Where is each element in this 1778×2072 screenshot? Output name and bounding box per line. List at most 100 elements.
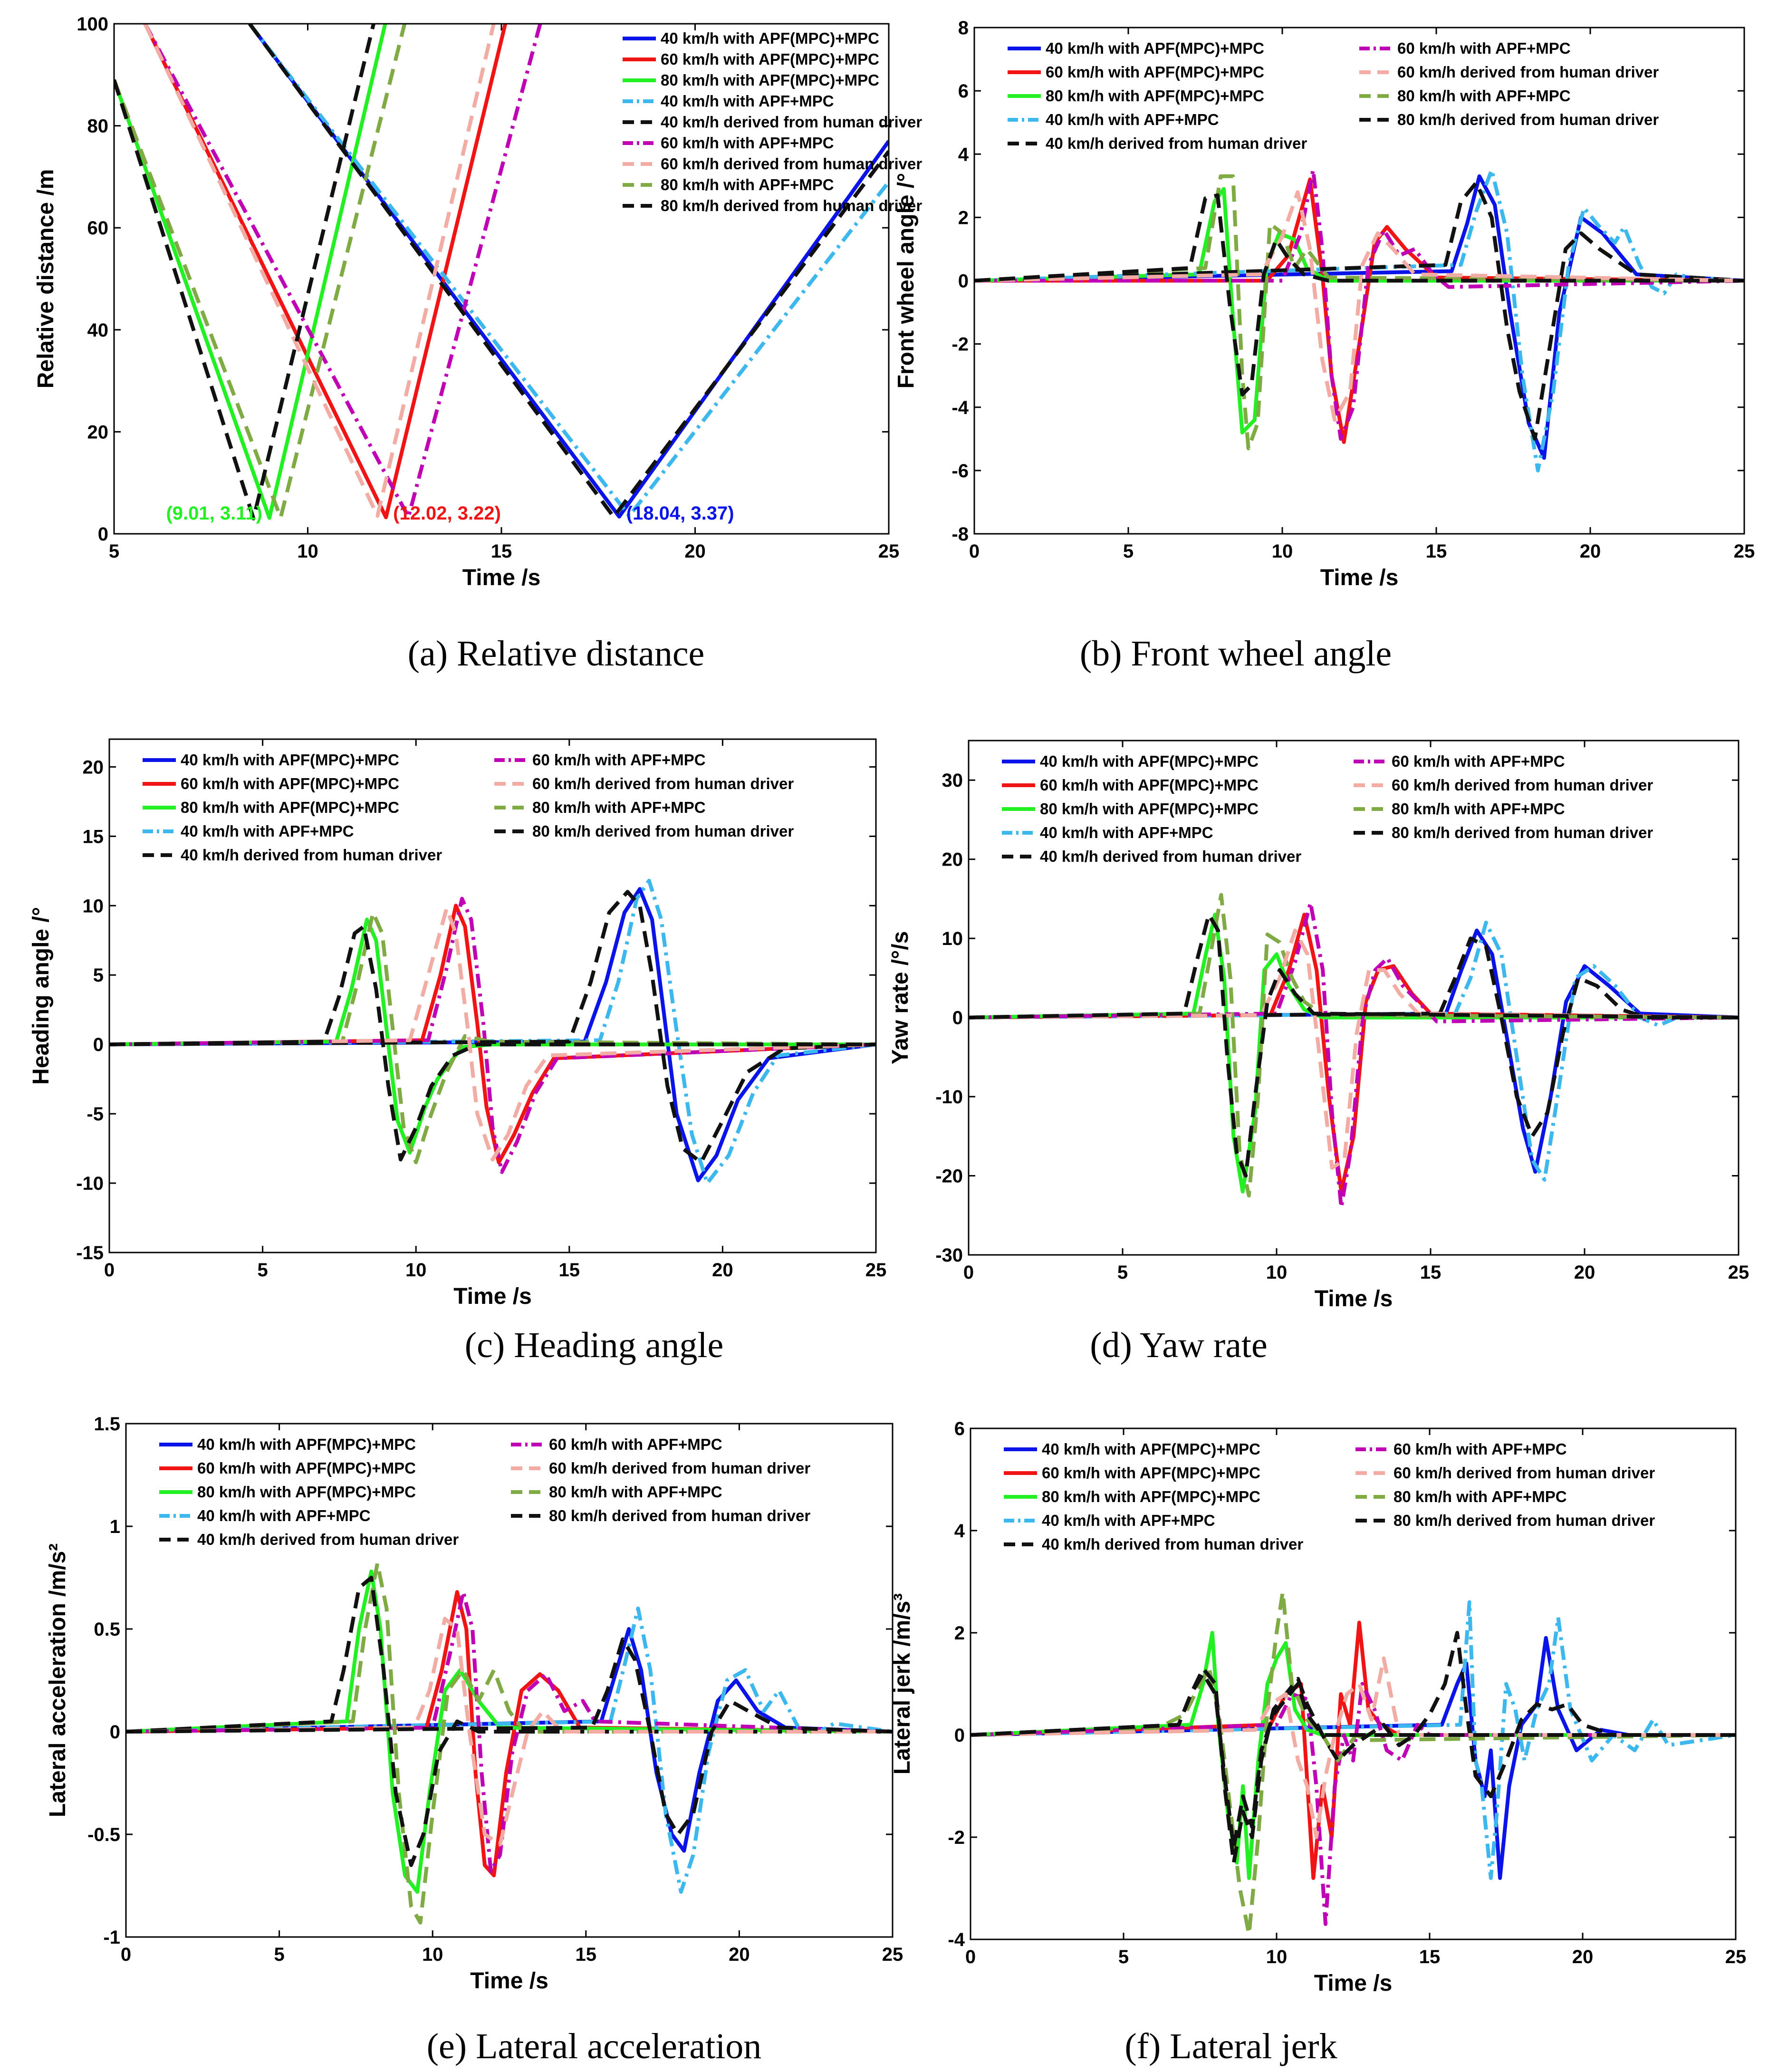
series-line-7	[109, 890, 876, 1165]
y-tick-label: 40	[87, 320, 109, 341]
point-annotation: (12.02, 3.22)	[393, 503, 501, 524]
legend-label: 60 km/h with APF+MPC	[1397, 39, 1571, 57]
x-tick-label: 10	[1266, 1262, 1288, 1283]
x-tick-label: 0	[963, 1262, 974, 1283]
x-tick-label: 15	[491, 541, 512, 562]
series-line-8	[969, 928, 1739, 1170]
x-tick-label: 15	[559, 1260, 580, 1281]
legend-label: 40 km/h derived from human driver	[197, 1531, 459, 1548]
chart-lateral-acceleration: 0 5 10 15 20 25 -1 -0.5 0 0.5 1 1.5 Time /s Lateral a…	[45, 1414, 903, 1994]
legend-label: 80 km/h derived from human driver	[661, 197, 922, 214]
x-axis-label: Time /s	[453, 1284, 532, 1309]
y-tick-label: 8	[958, 18, 969, 39]
y-tick-label: 0	[98, 524, 108, 545]
y-axis-label: Lateral acceleration /m/s²	[45, 1543, 70, 1817]
y-tick-label: 30	[942, 770, 963, 791]
legend: 40 km/h with APF(MPC)+MPC 60 km/h with AP…	[159, 1436, 810, 1548]
y-tick-label: 80	[87, 116, 109, 137]
legend: 40 km/h with APF(MPC)+MPC 60 km/h with AP…	[1008, 39, 1659, 152]
legend-label: 60 km/h with APF(MPC)+MPC	[1042, 1464, 1260, 1482]
series-line-9	[974, 193, 1744, 397]
legend-label: 40 km/h derived from human driver	[1042, 1535, 1303, 1553]
x-axis-label: Time /s	[470, 1968, 548, 1994]
legend-label: 60 km/h with APF(MPC)+MPC	[197, 1459, 416, 1477]
x-tick-label: 20	[1574, 1262, 1595, 1283]
x-tick-label: 25	[1734, 541, 1755, 562]
y-tick-label: 10	[83, 896, 104, 916]
x-tick-label: 15	[1420, 1262, 1442, 1283]
series-group	[969, 893, 1739, 1210]
chart-relative-distance: 5 10 15 20 25 0 20 40 60 80 100 Time /s Relative dis…	[33, 14, 922, 590]
series-line-8	[971, 1656, 1736, 1839]
y-tick-label: -4	[948, 1929, 965, 1950]
legend-label: 80 km/h with APF(MPC)+MPC	[181, 799, 399, 816]
x-tick-label: 25	[1725, 1947, 1747, 1967]
x-axis-label: Time /s	[1315, 1286, 1393, 1311]
chart-heading-angle: 0 5 10 15 20 25 -15 -10 -5 0 5 10 15 20 Time /s Heading…	[29, 738, 886, 1309]
legend-label: 40 km/h with APF(MPC)+MPC	[1040, 752, 1259, 770]
legend: 40 km/h with APF(MPC)+MPC 60 km/h with AP…	[1002, 752, 1653, 865]
legend-label: 40 km/h with APF(MPC)+MPC	[181, 751, 399, 769]
y-axis-label: Lateral jerk /m/s³	[890, 1593, 915, 1775]
x-tick-label: 20	[712, 1260, 733, 1281]
y-tick-label: 6	[958, 81, 969, 102]
legend-label: 60 km/h with APF+MPC	[532, 751, 706, 769]
axes-frame	[970, 1427, 1737, 1940]
series-group	[109, 878, 876, 1185]
series-line-9	[109, 925, 876, 1162]
x-tick-label: 15	[1419, 1947, 1441, 1967]
x-tick-label: 5	[274, 1944, 284, 1965]
x-tick-label: 10	[1272, 541, 1293, 562]
legend-label: 60 km/h with APF+MPC	[1394, 1440, 1567, 1458]
legend-label: 40 km/h with APF(MPC)+MPC	[197, 1436, 416, 1453]
y-tick-label: 20	[942, 849, 963, 870]
axes-frame	[125, 1423, 894, 1938]
series-line-9	[971, 1672, 1736, 1850]
legend-label: 40 km/h with APF+MPC	[661, 92, 834, 110]
legend: 40 km/h with APF(MPC)+MPC 60 km/h with AP…	[1004, 1440, 1655, 1553]
y-tick-label: 4	[954, 1521, 965, 1542]
series-line-5	[971, 1682, 1736, 1926]
series-line-9	[114, 24, 375, 520]
legend-label: 40 km/h with APF(MPC)+MPC	[1042, 1440, 1260, 1458]
series-line-7	[971, 1631, 1736, 1865]
chart-lateral-jerk: 0 5 10 15 20 25 -4 -2 0 2 4 6 Time /s Lateral jerk /m…	[890, 1418, 1746, 1996]
legend-label: 60 km/h derived from human driver	[1397, 63, 1659, 81]
series-line-5	[126, 1590, 893, 1873]
series-line-6	[971, 1590, 1736, 1937]
legend-label: 60 km/h with APF+MPC	[1392, 752, 1565, 770]
x-axis-label: Time /s	[462, 565, 541, 590]
y-axis-label: Front wheel angle /°	[894, 173, 919, 389]
y-tick-label: 15	[83, 826, 104, 847]
legend-label: 60 km/h derived from human driver	[549, 1459, 810, 1477]
x-tick-label: 0	[965, 1947, 976, 1967]
y-tick-label: 2	[954, 1623, 965, 1644]
legend-label: 60 km/h derived from human driver	[532, 775, 794, 792]
legend-label: 80 km/h with APF+MPC	[532, 799, 706, 816]
y-tick-label: -8	[951, 524, 969, 545]
series-line-8	[143, 24, 496, 518]
legend-label: 80 km/h derived from human driver	[532, 822, 794, 840]
legend-label: 40 km/h derived from human driver	[181, 846, 442, 864]
caption-c: (c) Heading angle	[465, 1325, 723, 1365]
y-tick-label: 20	[87, 422, 109, 443]
x-tick-label: 15	[1426, 541, 1447, 562]
x-tick-label: 0	[969, 541, 980, 562]
legend-label: 60 km/h with APF(MPC)+MPC	[1040, 776, 1259, 794]
legend-label: 80 km/h with APF+MPC	[1397, 87, 1571, 105]
x-tick-label: 5	[257, 1260, 268, 1281]
series-line-3	[109, 917, 876, 1155]
caption-b: (b) Front wheel angle	[1080, 634, 1392, 674]
series-group	[114, 24, 889, 520]
x-tick-label: 25	[1728, 1262, 1749, 1283]
y-axis-label: Heading angle /°	[29, 907, 54, 1085]
x-tick-label: 10	[297, 541, 318, 562]
series-group	[974, 168, 1744, 472]
x-axis-label: Time /s	[1314, 1971, 1393, 1996]
axes-frame	[968, 740, 1740, 1256]
series-line-3	[971, 1631, 1736, 1880]
series-line-7	[248, 24, 889, 519]
y-tick-label: -5	[86, 1104, 104, 1125]
series-line-4	[969, 920, 1739, 1182]
series-line-2	[109, 904, 876, 1165]
